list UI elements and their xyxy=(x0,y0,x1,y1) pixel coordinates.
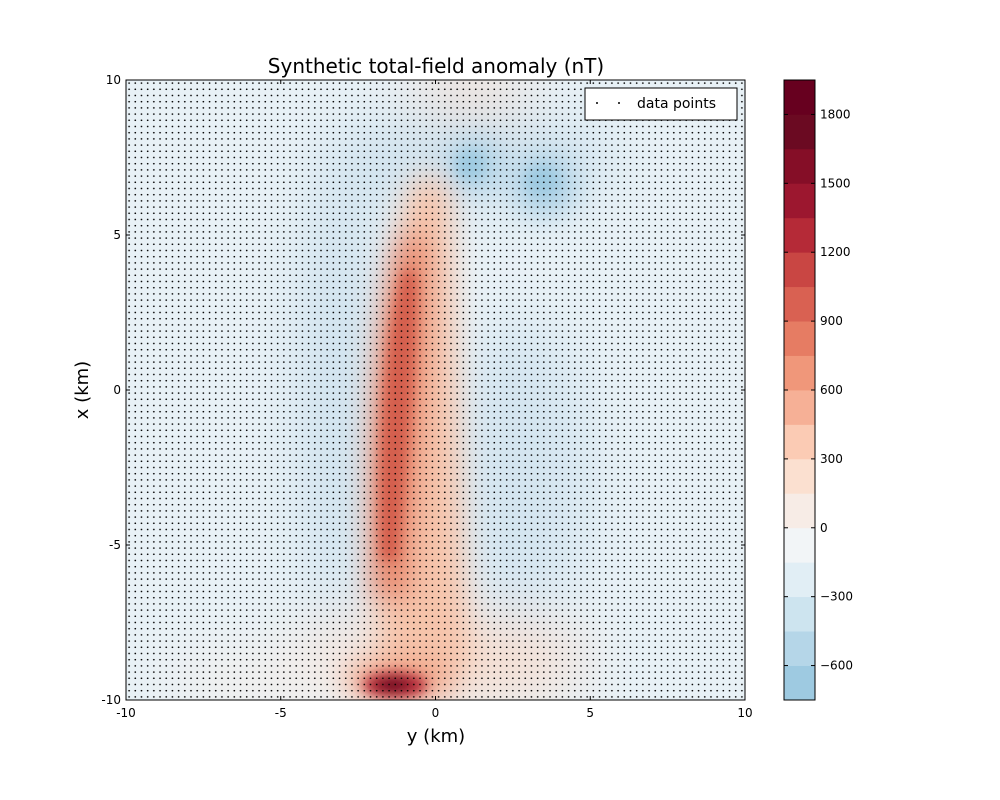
colorbar: 1800 1500 1200 900 600 300 0 −300 −600 xyxy=(783,79,853,701)
colorbar-tick-label: 1800 xyxy=(820,107,851,121)
colorbar-tick-label: 900 xyxy=(820,314,843,328)
colorbar-segment xyxy=(784,458,815,494)
x-tick-label: -5 xyxy=(275,706,287,720)
data-points xyxy=(126,80,745,700)
colorbar-segment xyxy=(784,527,815,563)
colorbar-segment xyxy=(784,148,815,184)
heatmap-field xyxy=(126,80,745,700)
y-tick-label: 10 xyxy=(106,73,121,87)
y-axis: 10 5 0 -5 -10 xyxy=(101,73,745,707)
y-tick-label: 5 xyxy=(113,228,121,242)
x-tick-label: 10 xyxy=(737,706,752,720)
colorbar-tick-label: −300 xyxy=(820,590,853,604)
chart-title: Synthetic total-field anomaly (nT) xyxy=(268,54,604,78)
colorbar-segment xyxy=(784,493,815,529)
x-tick-label: 5 xyxy=(586,706,594,720)
colorbar-tick-label: 300 xyxy=(820,452,843,466)
colorbar-segment xyxy=(784,321,815,356)
colorbar-segment xyxy=(784,217,815,253)
y-tick-label: -10 xyxy=(101,693,121,707)
legend-marker xyxy=(618,102,620,104)
x-axis-label: y (km) xyxy=(407,726,465,747)
y-axis-label: x (km) xyxy=(72,361,93,419)
colorbar-segment xyxy=(784,183,815,219)
legend-box xyxy=(584,87,738,121)
colorbar-segment xyxy=(784,665,815,701)
colorbar-tick-label: 1200 xyxy=(820,245,851,259)
colorbar-segment xyxy=(784,562,815,598)
colorbar-segment xyxy=(784,286,815,322)
colorbar-segment xyxy=(784,596,815,632)
legend-label: data points xyxy=(637,96,716,112)
legend: data points xyxy=(584,87,738,121)
legend-marker xyxy=(596,102,598,104)
colorbar-tick-label: −600 xyxy=(820,659,853,673)
y-tick-label: 0 xyxy=(113,383,121,397)
colorbar-segment xyxy=(784,80,815,115)
colorbar-segment xyxy=(784,424,815,460)
colorbar-tick-label: 1500 xyxy=(820,176,851,190)
colorbar-tick-label: 0 xyxy=(820,521,828,535)
colorbar-segment xyxy=(784,114,815,150)
colorbar-segment xyxy=(784,252,815,288)
x-axis: -10 -5 0 5 10 xyxy=(116,80,753,720)
x-tick-label: -10 xyxy=(116,706,136,720)
y-tick-label: -5 xyxy=(109,538,121,552)
colorbar-segment xyxy=(784,355,815,391)
colorbar-segment xyxy=(784,631,815,666)
x-tick-label: 0 xyxy=(432,706,440,720)
colorbar-tick-label: 600 xyxy=(820,383,843,397)
colorbar-segment xyxy=(784,390,815,425)
